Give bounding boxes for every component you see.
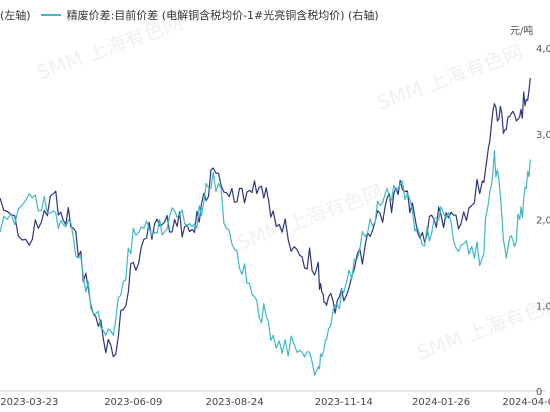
legend-series2-label: 精废价差:目前价差 (电解铜含税均价-1#光亮铜含税均价) (右轴) [66,9,379,22]
watermark-1: SMM 上海有色网 [34,10,187,85]
y-right-tick-label: 3,0 [536,130,550,141]
right-axis-unit: 元/吨 [510,24,533,37]
x-tick-label: 2023-06-09 [104,397,162,408]
x-ticks: 2023-03-23 2023-06-09 2023-08-24 2023-11-14… [0,397,550,408]
series-line-1 [0,77,531,358]
watermark-4: SMM 上海有色网 [414,290,550,365]
x-tick-label: 2024-01-26 [412,397,470,408]
legend-series2-swatch [40,14,61,16]
y-right-ticks: 0 1,0 2,0 3,0 4,0 [536,44,550,398]
legend-series1-label: (左轴) [0,9,31,22]
x-tick-label: 2023-08-24 [205,397,263,408]
series-lines [0,77,531,376]
legend: (左轴) 精废价差:目前价差 (电解铜含税均价-1#光亮铜含税均价) (右轴) [0,6,379,24]
y-right-tick-label: 4,0 [536,44,550,55]
y-right-tick-label: 0 [536,387,542,398]
x-tick-label: 2023-11-14 [315,397,373,408]
x-tick-label: 2024-04-0 [502,397,550,408]
watermark-2: SMM 上海有色网 [374,40,527,115]
y-right-tick-label: 1,0 [536,301,550,312]
series-line-2 [0,150,531,376]
y-right-tick-label: 2,0 [536,216,550,227]
x-tick-label: 2023-03-23 [0,397,58,408]
